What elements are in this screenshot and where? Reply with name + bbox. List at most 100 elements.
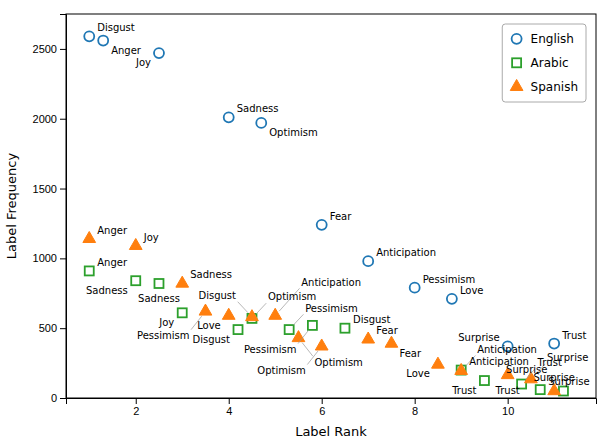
- annotation: Sadness: [86, 285, 128, 296]
- y-tick: 2500: [33, 43, 66, 55]
- y-tick-mark: [60, 189, 66, 190]
- y-tick-label: 0: [51, 392, 57, 404]
- annotation: Disgust: [353, 314, 391, 325]
- point: [154, 279, 163, 288]
- legend-item: Arabic: [512, 56, 569, 70]
- x-tick: 10: [502, 398, 514, 417]
- x-axis-title: Label Rank: [295, 424, 367, 439]
- x-axis-line: [67, 399, 597, 405]
- annotation: Pessimism: [137, 330, 190, 341]
- point: [234, 325, 243, 334]
- plot-frame: [66, 14, 596, 398]
- annotation: Trust: [451, 385, 476, 396]
- point: [269, 308, 282, 319]
- point: [385, 336, 398, 347]
- annotation: Trust: [561, 330, 586, 341]
- x-tick-mark: [322, 398, 323, 404]
- y-tick: 2000: [33, 113, 66, 125]
- legend-marker: [512, 58, 521, 67]
- y-tick-label: 1000: [33, 252, 57, 264]
- y-tick: 1000: [33, 252, 66, 264]
- x-tick-label: 4: [226, 405, 232, 417]
- annotation: Surprise: [533, 372, 574, 383]
- x-tick-mark: [136, 398, 137, 404]
- point: [178, 308, 187, 317]
- point: [536, 385, 545, 394]
- point: [222, 308, 235, 319]
- annotation: Anger: [97, 225, 128, 236]
- y-tick-label: 2000: [33, 113, 57, 125]
- x-tick-mark: [229, 398, 230, 404]
- x-tick-label: 8: [412, 405, 418, 417]
- x-tick: 6: [319, 398, 325, 417]
- leader-line: [298, 330, 309, 344]
- annotation: Anticipation: [477, 344, 537, 355]
- point: [432, 357, 445, 368]
- point: [410, 283, 420, 293]
- y-tick-mark: [60, 119, 66, 120]
- annotation: Anger: [111, 45, 142, 56]
- annotation: Pessimism: [244, 344, 297, 355]
- annotation: Anticipation: [376, 247, 436, 258]
- series-0: [84, 31, 559, 351]
- leader-line: [238, 302, 248, 313]
- legend-marker: [510, 79, 523, 90]
- legend: English Arabic Spanish: [502, 24, 586, 102]
- annotation: Sadness: [138, 293, 180, 304]
- x-tick-mark: [415, 398, 416, 404]
- annotation: Disgust: [198, 290, 236, 301]
- y-axis: 0 500 1000 1500 2000 2500: [33, 15, 67, 405]
- point: [315, 339, 328, 350]
- annotation: Pessimism: [423, 274, 476, 285]
- y-tick-mark: [60, 258, 66, 259]
- y-tick: 0: [51, 392, 66, 404]
- y-tick-mark: [60, 398, 66, 399]
- annotation: Fear: [376, 325, 398, 336]
- annotation: Optimism: [269, 127, 317, 138]
- annotation: Anger: [97, 257, 128, 268]
- x-axis: 2 4 6 8 10: [67, 398, 597, 417]
- point: [98, 36, 108, 46]
- annotation: Love: [406, 368, 430, 379]
- point: [363, 256, 373, 266]
- points: [83, 31, 568, 395]
- y-axis-title: Label Frequency: [4, 153, 19, 260]
- point: [199, 304, 212, 315]
- annotation: Sadness: [190, 269, 232, 280]
- point: [83, 231, 96, 242]
- leader-line: [256, 303, 266, 314]
- legend-item: Spanish: [510, 79, 578, 94]
- point: [362, 332, 375, 343]
- leader-line: [302, 343, 313, 357]
- point: [455, 363, 468, 374]
- series-2: [83, 231, 561, 394]
- legend-items: English Arabic Spanish: [510, 32, 578, 94]
- x-tick: 2: [133, 398, 139, 417]
- point: [224, 112, 234, 122]
- y-tick-label: 2500: [33, 43, 57, 55]
- annotation: Pessimism: [305, 303, 358, 314]
- point: [129, 238, 142, 249]
- x-tick-label: 10: [502, 405, 514, 417]
- legend-label: English: [531, 32, 574, 46]
- point: [154, 48, 164, 58]
- legend-box: [502, 24, 586, 102]
- leader-line: [293, 314, 303, 325]
- annotation: Optimism: [268, 291, 316, 302]
- y-tick-mark: [60, 49, 66, 50]
- y-tick: 500: [39, 322, 66, 334]
- point: [292, 331, 305, 342]
- point: [85, 266, 94, 275]
- y-tick: 1500: [33, 183, 66, 195]
- annotation: Disgust: [193, 334, 231, 345]
- point: [447, 294, 457, 304]
- point: [480, 376, 489, 385]
- y-axis-line: [60, 15, 67, 399]
- point: [317, 220, 327, 230]
- series-1: [85, 266, 568, 395]
- annotation: Fear: [399, 348, 421, 359]
- point: [256, 118, 266, 128]
- annotation: Joy: [143, 232, 159, 243]
- legend-label: Spanish: [531, 80, 578, 94]
- x-tick: 8: [412, 398, 418, 417]
